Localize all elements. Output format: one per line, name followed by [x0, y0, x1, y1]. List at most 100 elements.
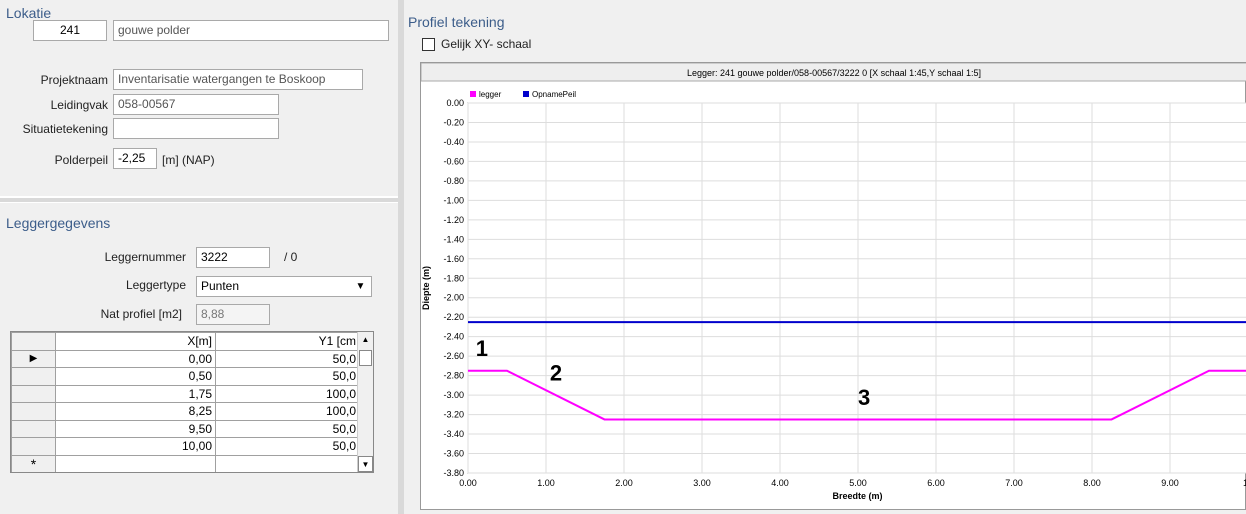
cell-y1[interactable]: 100,0 [215, 402, 360, 421]
legger-title: Leggergegevens [6, 215, 111, 231]
row-selector[interactable] [11, 402, 56, 421]
col-header-y1[interactable]: Y1 [cm [215, 332, 360, 351]
y-tick-label: 0.00 [446, 98, 464, 108]
y-tick-label: -0.40 [443, 137, 464, 147]
scroll-down-icon[interactable]: ▼ [358, 456, 373, 472]
table-row[interactable]: 0,50 50,0 [11, 367, 360, 386]
y-tick-label: -1.80 [443, 273, 464, 283]
y-tick-label: -1.20 [443, 215, 464, 225]
cell-x[interactable]: 8,25 [55, 402, 216, 421]
table-row[interactable]: 10,00 50,0 [11, 437, 360, 456]
y-tick-label: -2.80 [443, 371, 464, 381]
y-tick-label: -1.60 [443, 254, 464, 264]
lokatie-name-field[interactable]: gouwe polder [113, 20, 389, 41]
scroll-thumb[interactable] [359, 350, 372, 366]
cell-x[interactable]: 10,00 [55, 437, 216, 456]
x-tick-label: 3.00 [693, 478, 711, 488]
annotation-label: 2 [550, 361, 562, 386]
polderpeil-field[interactable]: -2,25 [113, 148, 157, 169]
profiel-title: Profiel tekening [408, 14, 505, 30]
table-row[interactable]: ▶ 0,00 50,0 [11, 349, 360, 368]
table-row[interactable]: 1,75 100,0 [11, 384, 360, 403]
y-tick-label: -3.20 [443, 410, 464, 420]
legger-points-table[interactable]: X[m] Y1 [cm ▶ 0,00 50,0 0,50 50,0 1,75 1… [10, 331, 374, 473]
y-tick-label: -3.60 [443, 449, 464, 459]
leidingvak-field[interactable]: 058-00567 [113, 94, 279, 115]
cell-y1[interactable]: 50,0 [215, 349, 360, 368]
vertical-splitter[interactable] [398, 0, 404, 514]
profiel-panel: Profiel tekening Gelijk XY- schaal Legge… [404, 0, 1246, 514]
y-tick-label: -0.20 [443, 117, 464, 127]
table-row-new[interactable]: * [11, 454, 360, 472]
gelijk-xy-checkbox[interactable] [422, 38, 435, 51]
legend-swatch [523, 91, 529, 97]
row-selector[interactable] [11, 384, 56, 403]
y-tick-label: -3.80 [443, 468, 464, 478]
nat-profiel-label: Nat profiel [m2] [100, 307, 182, 321]
leggertype-select[interactable]: Punten ▼ [196, 276, 372, 297]
y-tick-label: -3.00 [443, 390, 464, 400]
chevron-down-icon[interactable]: ▼ [355, 281, 366, 292]
table-scrollbar[interactable]: ▲ ▼ [357, 332, 373, 472]
x-tick-label: 9.00 [1161, 478, 1179, 488]
cell-y1[interactable] [215, 454, 360, 472]
x-tick-label: 4.00 [771, 478, 789, 488]
chart-title-bar [420, 62, 1246, 82]
scroll-up-icon[interactable]: ▲ [361, 335, 370, 344]
x-tick-label: 6.00 [927, 478, 945, 488]
cell-x[interactable]: 1,75 [55, 384, 216, 403]
series-line-legger [468, 369, 1246, 421]
projektnaam-label: Projektnaam [40, 73, 108, 87]
y-tick-label: -2.60 [443, 351, 464, 361]
profile-chart: Legger: 241 gouwe polder/058-00567/3222 … [420, 62, 1246, 510]
legend-label: legger [479, 90, 502, 99]
lokatie-title: Lokatie [6, 5, 52, 21]
annotation-label: 3 [858, 385, 870, 410]
gelijk-xy-label: Gelijk XY- schaal [441, 37, 532, 51]
leggernummer-suffix: / 0 [284, 250, 298, 264]
polderpeil-label: Polderpeil [54, 153, 108, 167]
row-selector[interactable] [11, 437, 56, 456]
new-row-marker[interactable]: * [11, 454, 56, 472]
lokatie-code-field[interactable]: 241 [33, 20, 107, 41]
cell-y1[interactable]: 100,0 [215, 384, 360, 403]
y-tick-label: -3.40 [443, 429, 464, 439]
table-row[interactable]: 9,50 50,0 [11, 419, 360, 438]
plot-area [467, 102, 1246, 474]
legend-swatch [470, 91, 476, 97]
leggertype-value: Punten [201, 279, 240, 293]
lokatie-panel: Lokatie 241 gouwe polder Projektnaam Inv… [0, 0, 398, 196]
y-tick-label: -0.60 [443, 156, 464, 166]
table-row[interactable]: 8,25 100,0 [11, 402, 360, 421]
legend-label: OpnamePeil [532, 90, 576, 99]
cell-x[interactable] [55, 454, 216, 472]
col-header-x[interactable]: X[m] [55, 332, 216, 351]
legger-panel: Leggergegevens Leggernummer 3222 / 0 Leg… [0, 203, 398, 514]
y-tick-label: -2.20 [443, 312, 464, 322]
annotation-label: 1 [476, 336, 488, 361]
y-tick-label: -0.80 [443, 176, 464, 186]
leggernummer-field[interactable]: 3222 [196, 247, 270, 268]
y-axis-label: Diepte (m) [421, 266, 431, 310]
cell-x[interactable]: 0,00 [55, 349, 216, 368]
leidingvak-label: Leidingvak [50, 98, 108, 112]
cell-x[interactable]: 0,50 [55, 367, 216, 386]
y-tick-label: -2.00 [443, 293, 464, 303]
situatietekening-field[interactable] [113, 118, 279, 139]
leggertype-label: Leggertype [125, 278, 186, 292]
x-tick-label: 0.00 [459, 478, 477, 488]
cell-y1[interactable]: 50,0 [215, 437, 360, 456]
leggernummer-label: Leggernummer [104, 250, 186, 264]
x-tick-label: 10 [1243, 478, 1246, 488]
y-tick-label: -1.40 [443, 234, 464, 244]
x-tick-label: 7.00 [1005, 478, 1023, 488]
cell-x[interactable]: 9,50 [55, 419, 216, 438]
current-row-marker[interactable]: ▶ [11, 349, 56, 368]
y-tick-label: -2.40 [443, 332, 464, 342]
row-selector[interactable] [11, 419, 56, 438]
profile-chart-svg: Legger: 241 gouwe polder/058-00567/3222 … [420, 62, 1246, 501]
row-selector[interactable] [11, 367, 56, 386]
cell-y1[interactable]: 50,0 [215, 419, 360, 438]
cell-y1[interactable]: 50,0 [215, 367, 360, 386]
projektnaam-field[interactable]: Inventarisatie watergangen te Boskoop [113, 69, 363, 90]
